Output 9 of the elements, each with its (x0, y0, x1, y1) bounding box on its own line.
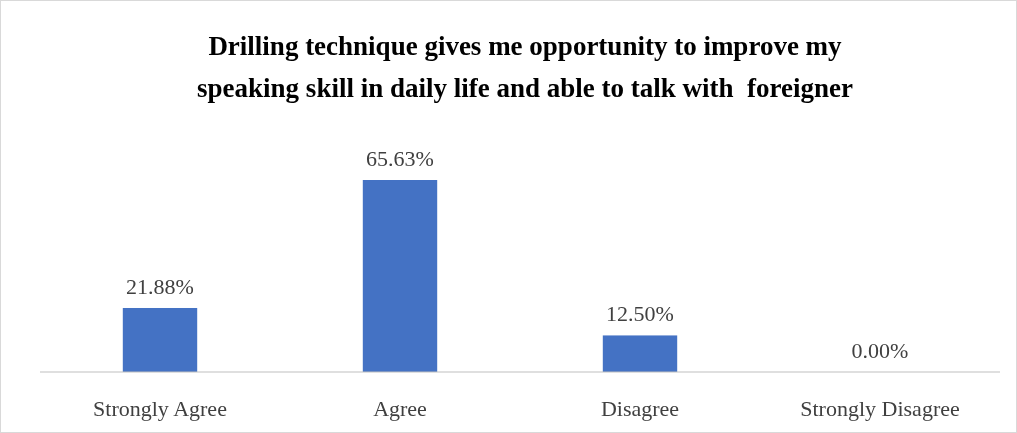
x-tick-label: Disagree (600, 396, 680, 421)
data-label: 12.50% (606, 301, 674, 327)
data-label: 65.63% (366, 146, 434, 171)
data-label: 21.88% (126, 273, 194, 299)
chart-title: Drilling technique gives me opportunity to improve my speaking skill in daily life and able to talk with foreigner (197, 31, 853, 103)
x-tick-label: Strongly Agree (93, 396, 227, 421)
data-label: 0.00% (851, 338, 909, 363)
x-tick-label: Agree (373, 396, 427, 421)
x-tick-label: Strongly Disagree (800, 396, 960, 421)
